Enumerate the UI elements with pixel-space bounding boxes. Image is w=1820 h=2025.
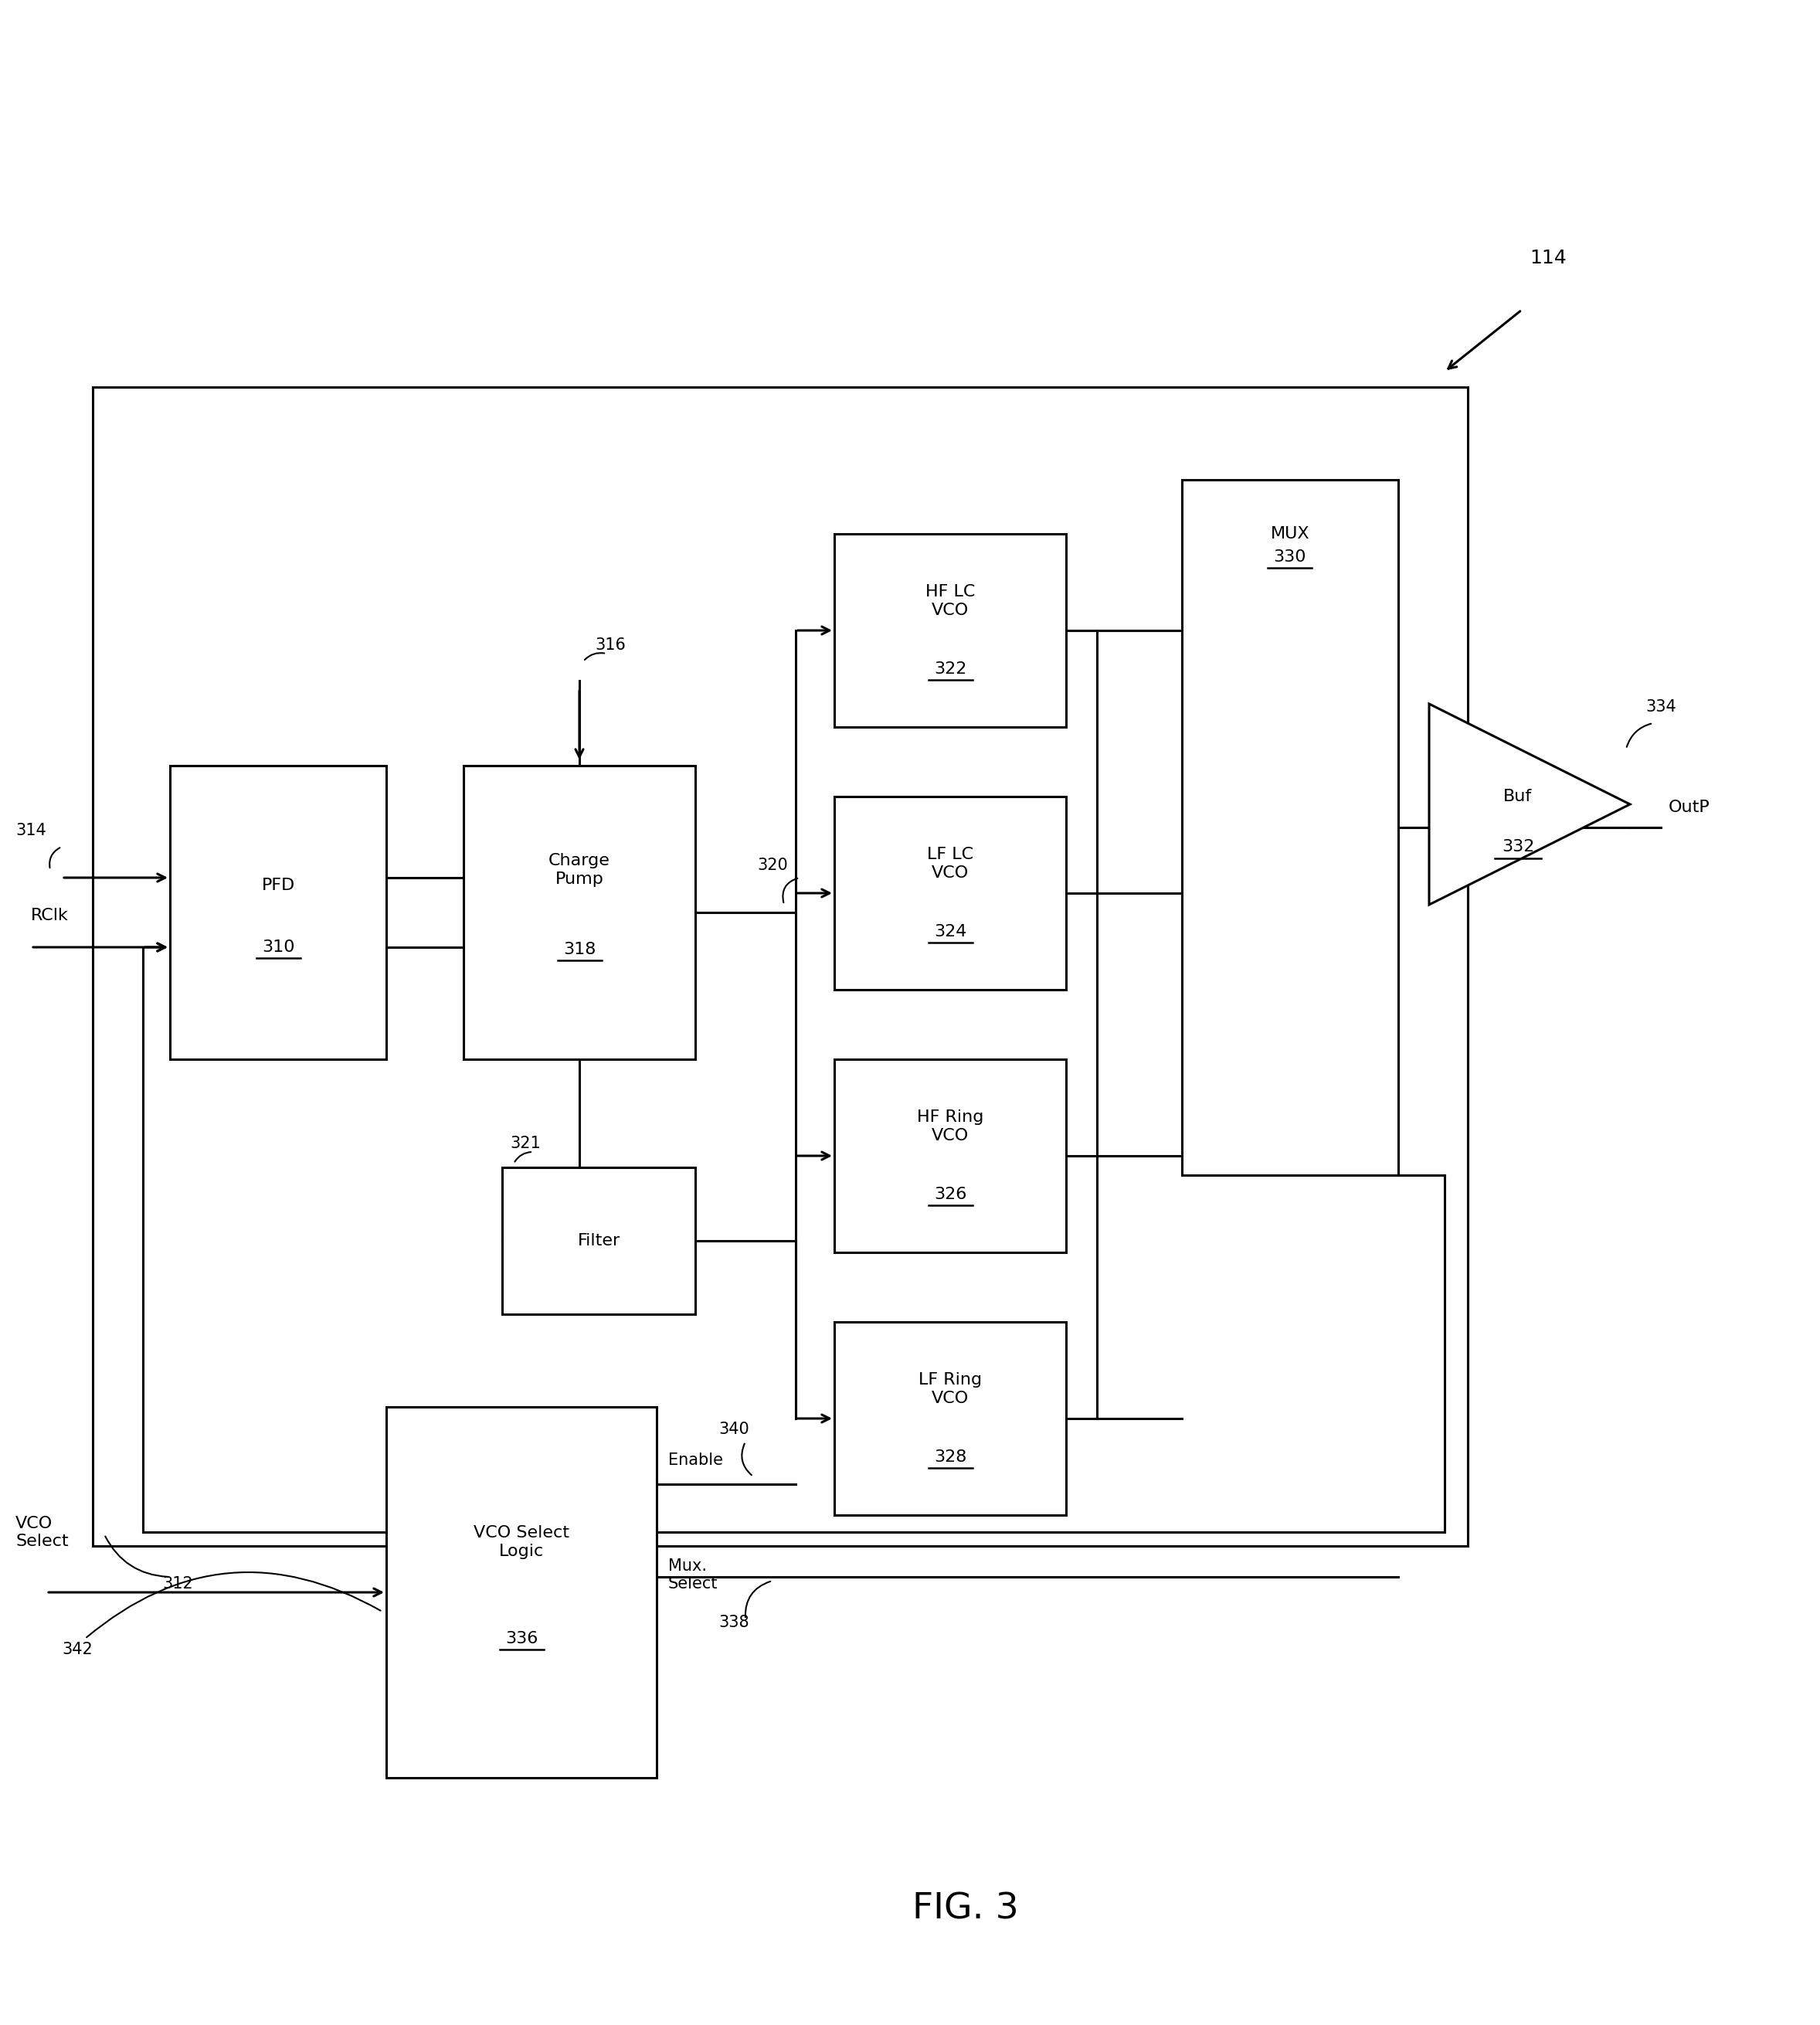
FancyBboxPatch shape [834, 1322, 1067, 1515]
Text: Enable: Enable [668, 1452, 723, 1468]
Text: Charge
Pump: Charge Pump [548, 853, 610, 887]
FancyBboxPatch shape [834, 535, 1067, 727]
Text: 326: 326 [934, 1187, 966, 1203]
Text: Filter: Filter [577, 1233, 621, 1249]
FancyBboxPatch shape [464, 765, 695, 1059]
Text: MUX: MUX [1270, 526, 1310, 541]
Text: 318: 318 [562, 942, 595, 958]
FancyBboxPatch shape [834, 1059, 1067, 1251]
Text: 324: 324 [934, 923, 966, 940]
Text: 114: 114 [1529, 249, 1567, 267]
Text: 328: 328 [934, 1450, 966, 1464]
FancyBboxPatch shape [502, 1166, 695, 1314]
Text: 336: 336 [506, 1630, 537, 1646]
Text: 310: 310 [262, 940, 295, 956]
FancyBboxPatch shape [386, 1407, 657, 1778]
Text: 332: 332 [1501, 838, 1534, 855]
Text: 340: 340 [719, 1422, 750, 1438]
FancyBboxPatch shape [1181, 480, 1398, 1174]
Text: 338: 338 [719, 1614, 750, 1630]
Text: Mux.
Select: Mux. Select [668, 1557, 719, 1592]
Text: 312: 312 [162, 1575, 193, 1592]
Text: 320: 320 [757, 859, 788, 873]
Text: 322: 322 [934, 662, 966, 676]
Bar [93, 387, 1467, 1545]
Text: VCO
Select: VCO Select [15, 1515, 69, 1549]
Text: 316: 316 [595, 638, 626, 652]
Text: 321: 321 [510, 1136, 541, 1150]
FancyBboxPatch shape [169, 765, 386, 1059]
Text: PFD: PFD [262, 877, 295, 893]
Text: HF LC
VCO: HF LC VCO [925, 585, 976, 618]
Text: FIG. 3: FIG. 3 [912, 1891, 1019, 1926]
Text: Buf: Buf [1503, 790, 1532, 804]
Text: OutP: OutP [1669, 800, 1711, 816]
Text: VCO Select
Logic: VCO Select Logic [473, 1525, 570, 1559]
Text: 342: 342 [62, 1642, 93, 1656]
Text: HF Ring
VCO: HF Ring VCO [917, 1110, 983, 1144]
FancyBboxPatch shape [834, 796, 1067, 990]
Text: RClk: RClk [31, 907, 69, 923]
Text: LF LC
VCO: LF LC VCO [926, 846, 974, 881]
Text: LF Ring
VCO: LF Ring VCO [919, 1373, 983, 1405]
Text: 314: 314 [15, 822, 46, 838]
Polygon shape [1429, 705, 1631, 905]
Text: 330: 330 [1274, 549, 1307, 565]
Text: 334: 334 [1645, 699, 1676, 715]
